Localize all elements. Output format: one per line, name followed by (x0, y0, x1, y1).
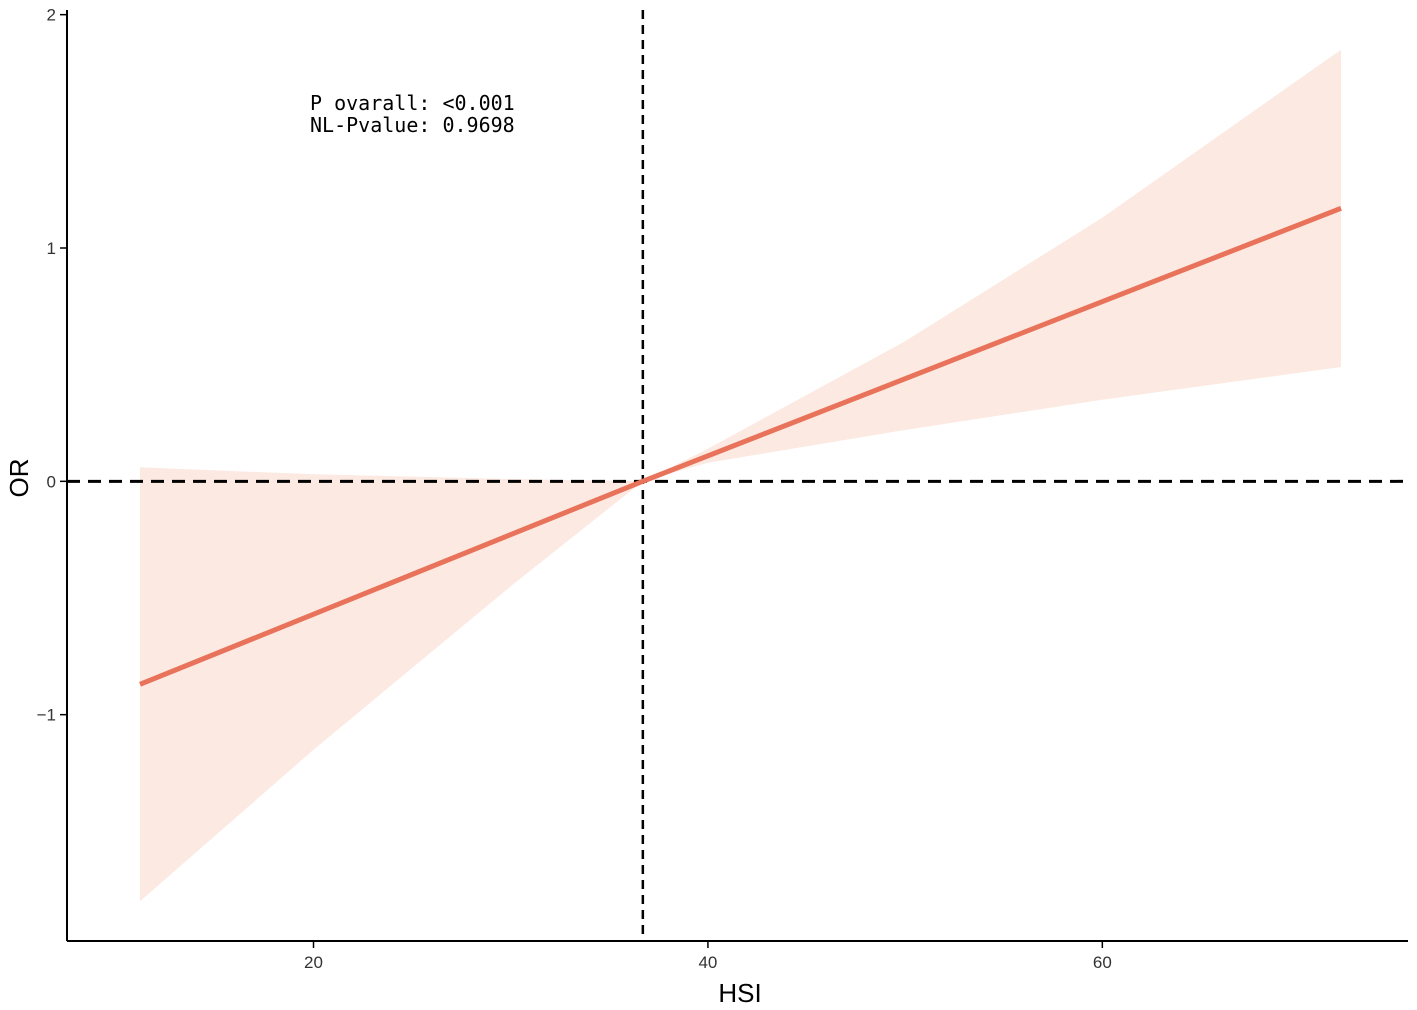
annotation-nl-pvalue: NL-Pvalue: 0.9698 (310, 113, 515, 137)
y-tick-label: 2 (47, 6, 56, 25)
series-line-layer (139, 205, 1342, 687)
annotation-p-overall: P ovarall: <0.001 (310, 91, 515, 115)
x-tick-label: 40 (698, 953, 717, 972)
series-line (139, 205, 1342, 687)
y-axis-title: OR (4, 459, 34, 498)
reference-lines (67, 10, 1408, 941)
x-tick-label: 20 (304, 953, 323, 972)
confidence-band (140, 49, 1341, 902)
y-tick-label: −1 (37, 706, 56, 725)
confidence-band-layer (140, 49, 1341, 902)
y-tick-label: 1 (47, 239, 56, 258)
axes: 20 40 60 −1 0 1 2 (37, 6, 1408, 972)
x-tick-label: 60 (1093, 953, 1112, 972)
x-axis-title: HSI (718, 978, 761, 1008)
y-tick-label: 0 (47, 472, 56, 491)
